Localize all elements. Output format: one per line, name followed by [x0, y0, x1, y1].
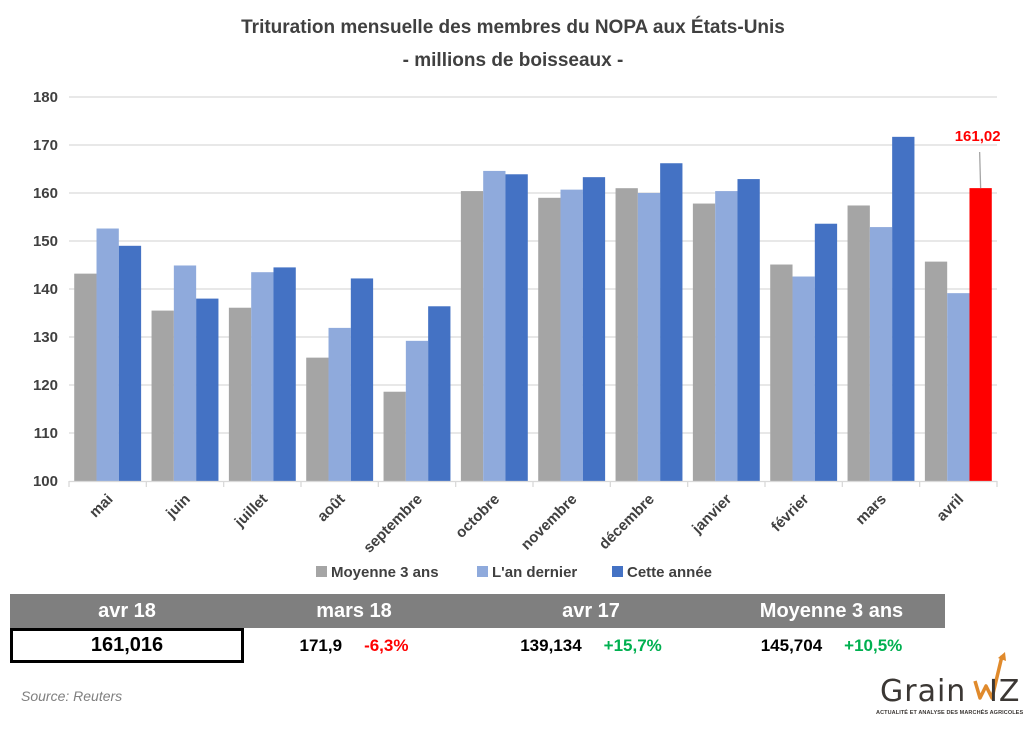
comparison-value: 171,9 — [299, 636, 343, 655]
current-value: 161,016 — [10, 628, 244, 663]
bar — [173, 265, 197, 481]
bar — [560, 189, 583, 481]
legend-label: L'an dernier — [492, 564, 577, 581]
x-tick-label: décembre — [596, 491, 658, 553]
bar — [96, 228, 119, 481]
bar — [582, 177, 606, 481]
bar — [151, 310, 174, 481]
bar — [792, 276, 815, 481]
bar — [273, 267, 296, 481]
bar — [892, 136, 915, 481]
y-tick-label: 150 — [33, 233, 58, 250]
bar — [637, 193, 661, 481]
bar — [460, 191, 484, 481]
x-axis: mai juin juillet août septembre octobre novemb… — [68, 480, 998, 557]
bar — [660, 163, 683, 482]
header-previous-year: avr 17 — [562, 600, 620, 622]
comparison-value: 139,134 — [520, 636, 582, 655]
bar — [869, 227, 893, 481]
y-tick-label: 110 — [34, 425, 58, 442]
bar — [306, 357, 329, 481]
x-tick-label: juin — [162, 491, 194, 523]
y-tick-label: 100 — [33, 473, 58, 490]
grainwiz-logo: Grain IZ ACTUALITÉ ET ANALYSE DES MARCHÉ… — [876, 650, 1024, 722]
y-axis-ticks: 100 110 120 130 140 150 160 170 180 — [33, 89, 58, 490]
comparison-three-year-average: 145,704 +10,5% — [718, 628, 945, 663]
legend-label: Moyenne 3 ans — [331, 564, 439, 581]
x-tick-label: septembre — [360, 491, 426, 557]
x-tick-label: octobre — [452, 491, 503, 542]
y-tick-label: 140 — [33, 281, 58, 298]
summary-header-row: avr 18 mars 18 avr 17 Moyenne 3 ans — [10, 594, 945, 628]
y-tick-label: 180 — [33, 89, 58, 106]
bar — [737, 179, 760, 481]
legend-swatch — [316, 566, 327, 577]
x-tick-label: mars — [852, 491, 889, 528]
legend: Moyenne 3 ans L'an dernier Cette année — [316, 564, 712, 581]
chart-subtitle: - millions de boisseaux - — [403, 50, 624, 71]
bar — [814, 223, 838, 481]
chart-title: Trituration mensuelle des membres du NOP… — [241, 16, 785, 38]
y-tick-label: 160 — [33, 185, 58, 202]
header-three-year-average: Moyenne 3 ans — [759, 600, 904, 622]
y-tick-label: 120 — [33, 377, 58, 394]
bar — [405, 340, 429, 481]
bar — [251, 272, 274, 481]
comparison-value: 145,704 — [760, 636, 823, 655]
x-tick-label: novembre — [518, 491, 581, 554]
summary-values-row: 161,016 171,9 -6,3% 139,134 +15,7% 145,7… — [10, 628, 945, 663]
bar — [715, 191, 738, 481]
bar — [770, 264, 793, 481]
bar — [118, 245, 142, 481]
bar — [196, 298, 219, 481]
x-tick-label: août — [314, 491, 348, 525]
logo-word-left: Grain — [880, 674, 967, 709]
bar — [505, 174, 528, 481]
comparison-change: +15,7% — [603, 636, 662, 655]
logo-tagline: ACTUALITÉ ET ANALYSE DES MARCHÉS AGRICOL… — [876, 710, 1024, 716]
x-tick-label: janvier — [688, 491, 735, 538]
annotations: 161,02 — [955, 128, 1001, 189]
bar — [383, 391, 406, 481]
bar — [847, 205, 870, 482]
bar — [692, 203, 716, 481]
x-tick-label: avril — [933, 491, 967, 525]
x-tick-label: février — [768, 491, 813, 536]
bar — [428, 306, 451, 481]
legend-swatch — [477, 566, 488, 577]
data-label: 161,02 — [955, 128, 1001, 145]
bar — [969, 188, 992, 481]
bar — [350, 278, 374, 481]
bar — [328, 327, 351, 481]
bar-chart: Trituration mensuelle des membres du NOP… — [33, 16, 1001, 581]
comparison-previous-month: 171,9 -6,3% — [244, 628, 464, 663]
legend-label: Cette année — [627, 564, 712, 581]
comparison-previous-year: 139,134 +15,7% — [464, 628, 718, 663]
bar — [74, 273, 97, 481]
data-label-leader-line — [978, 151, 982, 189]
bar — [924, 261, 948, 481]
bar — [538, 197, 561, 482]
header-previous-month: mars 18 — [316, 600, 392, 622]
header-current-month: avr 18 — [98, 600, 156, 622]
legend-swatch — [612, 566, 623, 577]
bars — [74, 136, 992, 482]
comparison-change: +10,5% — [844, 636, 903, 655]
y-tick-label: 170 — [33, 137, 58, 154]
x-tick-label: mai — [86, 491, 116, 521]
bar — [615, 188, 638, 481]
bar — [947, 293, 970, 481]
logo-word-right: IZ — [989, 674, 1021, 709]
y-tick-label: 130 — [33, 329, 58, 346]
logo-arrow-icon — [973, 652, 1006, 700]
gridlines — [69, 96, 997, 434]
source-note: Source: Reuters — [21, 688, 123, 704]
x-tick-label: juillet — [231, 491, 271, 531]
comparison-change: -6,3% — [364, 636, 409, 655]
bar — [483, 170, 506, 482]
bar — [228, 307, 252, 481]
